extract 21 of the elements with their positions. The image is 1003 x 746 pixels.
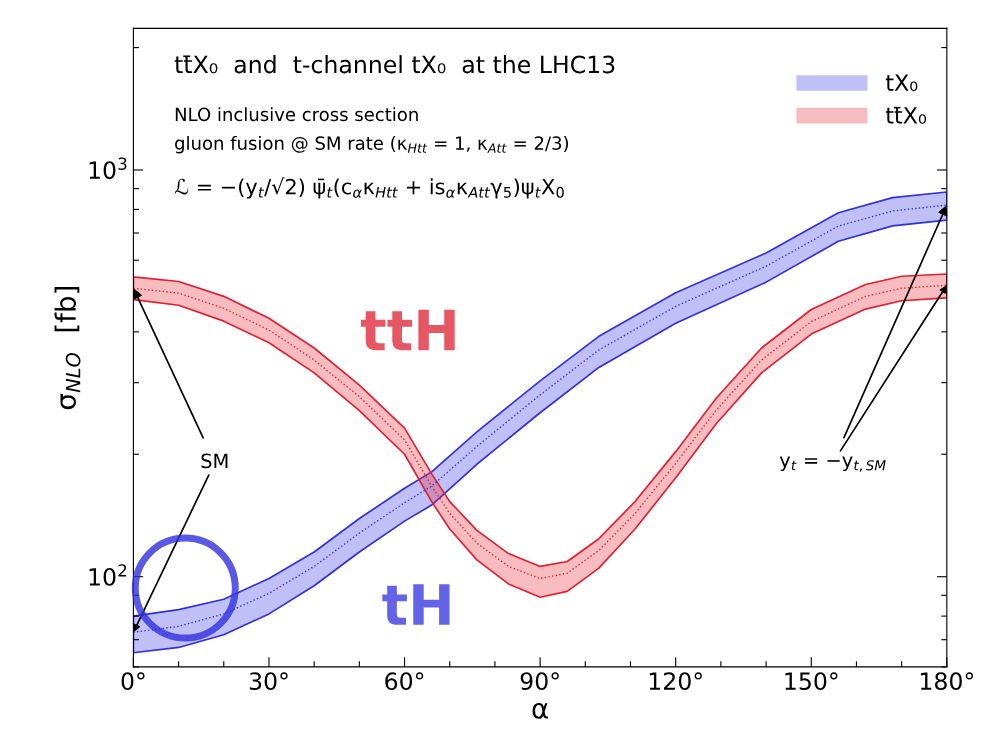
x-tick-label: 90° (520, 672, 559, 691)
x-tick-label: 0° (121, 672, 145, 691)
x-axis-title: α (532, 702, 548, 719)
legend-label: tX₀ (885, 74, 918, 92)
x-tick-label: 30° (249, 672, 288, 691)
annotation: tH (382, 584, 450, 625)
x-tick-label: 120° (649, 672, 702, 691)
text: ℒ = −(y$_{t}$/√2) ψ̄$_{t}$(c$_{α}$κ$_{Htt}$ + is$_{α}$κ$_{Att}$γ$_{5}$)ψ$_{t}$X$_{0}$ (174, 177, 564, 199)
y-tick-label: 10$^{3}$ (89, 157, 127, 180)
annotation: y$_{t}$ = −y$_{t,SM}$ (779, 456, 886, 472)
text: tt̄X₀ and t-channel tX₀ at the LHC13 (174, 55, 615, 74)
y-axis-title: σ$_{NLO}$ [fb] (54, 287, 81, 410)
y-tick-label: 10$^{2}$ (89, 564, 127, 586)
annotation: NLO inclusive cross section (175, 107, 418, 122)
x-tick-label: 180° (920, 672, 974, 691)
x-tick-label: 60° (385, 672, 424, 691)
annotation: ttH (360, 309, 455, 351)
annotation: gluon fusion @ SM rate (κ$_{Htt}$ = 1, κ$_{Att}$ = 2/3) (175, 135, 569, 154)
legend-label: tt̄X₀ (885, 106, 927, 124)
annotation: SM (201, 453, 228, 469)
x-tick-label: 150° (785, 672, 838, 691)
